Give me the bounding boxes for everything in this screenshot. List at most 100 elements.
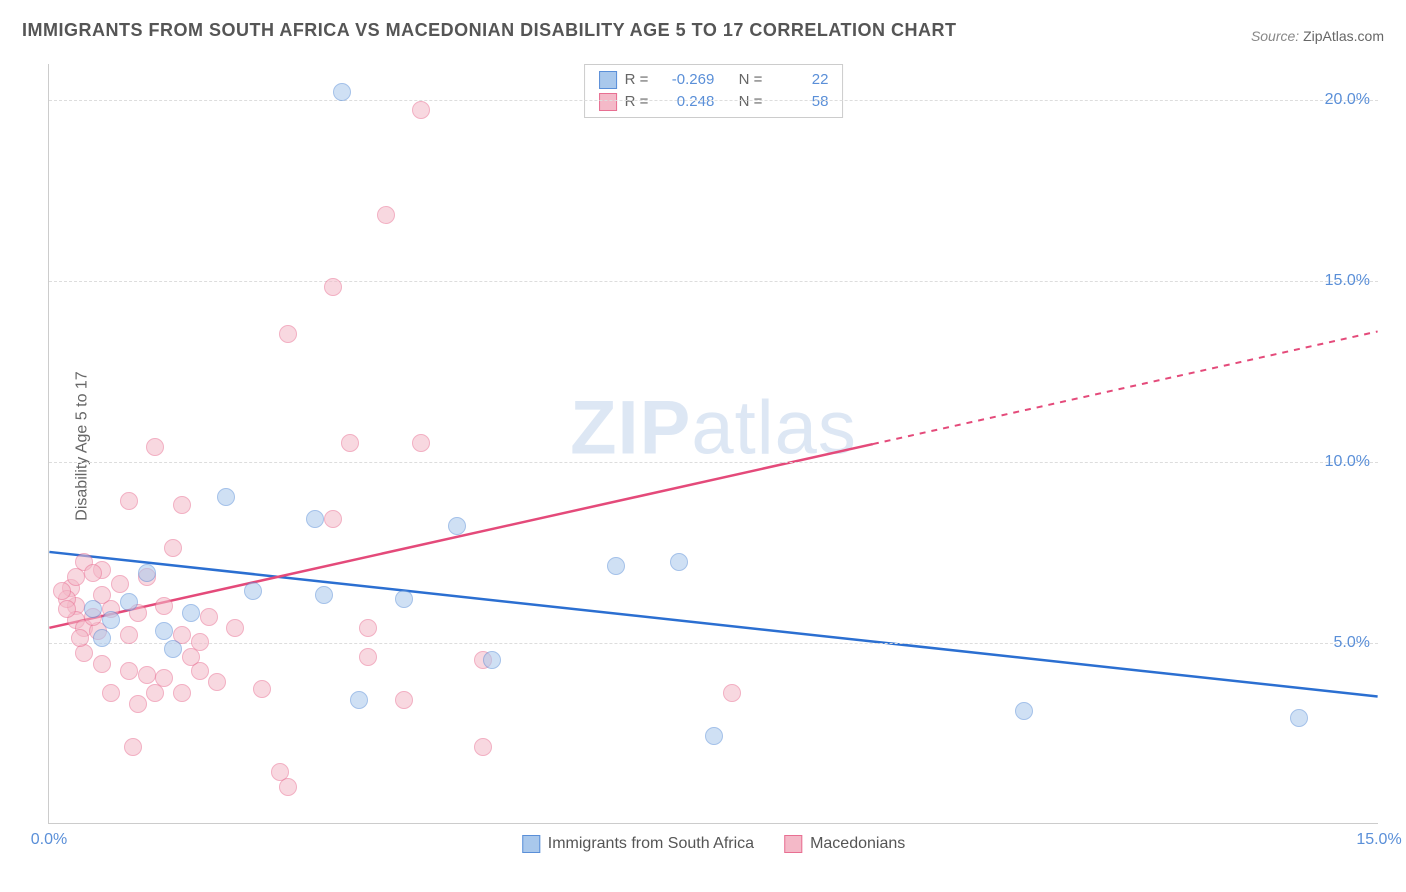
y-tick-label: 15.0%	[1325, 272, 1370, 290]
data-point-sa	[244, 582, 262, 600]
legend-series: Immigrants from South Africa Macedonians	[522, 835, 905, 853]
data-point-sa	[607, 557, 625, 575]
legend-swatch-mk	[599, 93, 617, 111]
legend-stat-row-sa: R = -0.269 N = 22	[599, 69, 829, 91]
y-tick-label: 20.0%	[1325, 91, 1370, 109]
data-point-sa	[1290, 709, 1308, 727]
gridline	[49, 100, 1378, 101]
watermark: ZIPatlas	[570, 385, 857, 472]
data-point-sa	[306, 510, 324, 528]
data-point-mk	[182, 648, 200, 666]
data-point-mk	[120, 662, 138, 680]
data-point-sa	[155, 622, 173, 640]
legend-item-sa: Immigrants from South Africa	[522, 835, 754, 853]
data-point-mk	[129, 695, 147, 713]
data-point-sa	[120, 593, 138, 611]
trend-line-sa	[49, 552, 1377, 697]
source-credit: Source: ZipAtlas.com	[1251, 28, 1384, 44]
data-point-sa	[84, 600, 102, 618]
data-point-mk	[93, 655, 111, 673]
x-tick-label: 0.0%	[31, 831, 67, 849]
legend-r-value: 0.248	[656, 91, 714, 113]
x-tick-label: 15.0%	[1356, 831, 1401, 849]
data-point-mk	[124, 738, 142, 756]
legend-n-value: 58	[770, 91, 828, 113]
chart-plot-area: ZIPatlas R =-0.269 N =22R =0.248 N =58 I…	[48, 64, 1378, 824]
data-point-mk	[395, 691, 413, 709]
data-point-sa	[705, 727, 723, 745]
data-point-mk	[58, 600, 76, 618]
legend-n-label: N =	[739, 69, 763, 91]
legend-swatch-sa	[522, 835, 540, 853]
data-point-mk	[120, 492, 138, 510]
legend-n-label: N =	[739, 91, 763, 113]
legend-r-label: R =	[625, 69, 649, 91]
legend-swatch-mk	[784, 835, 802, 853]
data-point-sa	[333, 83, 351, 101]
data-point-sa	[448, 517, 466, 535]
legend-stat-row-mk: R = 0.248 N = 58	[599, 91, 829, 113]
data-point-mk	[173, 496, 191, 514]
data-point-mk	[324, 278, 342, 296]
y-tick-label: 10.0%	[1325, 453, 1370, 471]
data-point-mk	[279, 325, 297, 343]
legend-n-value: 22	[770, 69, 828, 91]
watermark-bold: ZIP	[570, 386, 691, 471]
data-point-sa	[93, 629, 111, 647]
data-point-sa	[138, 564, 156, 582]
data-point-mk	[146, 684, 164, 702]
legend-r-value: -0.269	[656, 69, 714, 91]
gridline	[49, 281, 1378, 282]
source-name: ZipAtlas.com	[1303, 28, 1384, 44]
data-point-mk	[253, 680, 271, 698]
data-point-mk	[412, 434, 430, 452]
legend-series-name: Macedonians	[810, 835, 905, 853]
data-point-sa	[217, 488, 235, 506]
gridline	[49, 643, 1378, 644]
data-point-mk	[324, 510, 342, 528]
data-point-mk	[102, 684, 120, 702]
data-point-mk	[71, 629, 89, 647]
data-point-mk	[377, 206, 395, 224]
data-point-mk	[164, 539, 182, 557]
legend-item-mk: Macedonians	[784, 835, 905, 853]
source-label: Source:	[1251, 28, 1299, 44]
data-point-sa	[315, 586, 333, 604]
legend-swatch-sa	[599, 71, 617, 89]
data-point-mk	[138, 666, 156, 684]
data-point-mk	[208, 673, 226, 691]
data-point-mk	[279, 778, 297, 796]
trend-line-mk-dashed	[873, 331, 1378, 444]
watermark-light: atlas	[691, 386, 857, 471]
data-point-mk	[173, 684, 191, 702]
legend-series-name: Immigrants from South Africa	[548, 835, 754, 853]
data-point-mk	[412, 101, 430, 119]
data-point-mk	[359, 619, 377, 637]
data-point-sa	[1015, 702, 1033, 720]
legend-r-label: R =	[625, 91, 649, 113]
data-point-mk	[723, 684, 741, 702]
y-tick-label: 5.0%	[1334, 634, 1370, 652]
data-point-mk	[474, 738, 492, 756]
data-point-mk	[226, 619, 244, 637]
data-point-sa	[164, 640, 182, 658]
data-point-mk	[67, 568, 85, 586]
data-point-mk	[155, 597, 173, 615]
data-point-sa	[395, 590, 413, 608]
data-point-mk	[120, 626, 138, 644]
data-point-mk	[53, 582, 71, 600]
gridline	[49, 462, 1378, 463]
data-point-mk	[200, 608, 218, 626]
trend-line-mk	[49, 444, 873, 628]
data-point-sa	[670, 553, 688, 571]
data-point-mk	[111, 575, 129, 593]
data-point-mk	[359, 648, 377, 666]
data-point-sa	[350, 691, 368, 709]
data-point-mk	[146, 438, 164, 456]
data-point-sa	[483, 651, 501, 669]
trend-lines-layer	[49, 64, 1378, 823]
chart-title: IMMIGRANTS FROM SOUTH AFRICA VS MACEDONI…	[22, 20, 957, 41]
data-point-sa	[182, 604, 200, 622]
data-point-mk	[84, 564, 102, 582]
legend-stats: R = -0.269 N = 22 R = 0.248 N = 58	[584, 64, 844, 118]
